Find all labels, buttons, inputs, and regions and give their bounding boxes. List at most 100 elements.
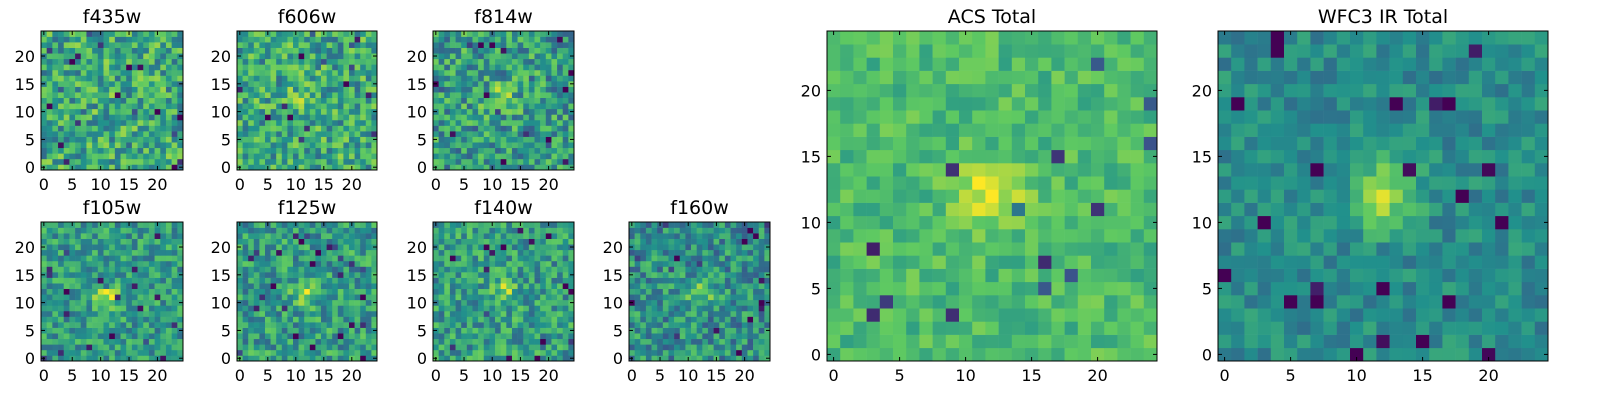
heatmap-cell [945,347,960,362]
heatmap-cell [679,238,686,245]
x-tick-label: 5 [263,366,273,385]
heatmap-cell [80,142,87,149]
heatmap-cell [97,58,104,65]
heatmap-cell [97,277,104,284]
heatmap-cell [668,272,675,278]
heatmap-cell [343,305,350,312]
heatmap-cell [985,215,999,230]
heatmap-cell [237,103,243,110]
heatmap-cell [557,97,564,104]
heatmap-cell [126,136,133,143]
heatmap-cell [1011,308,1026,322]
heatmap-cell [758,349,765,356]
heatmap-cell [506,283,513,290]
heatmap-cell [629,349,635,356]
heatmap-cell [259,222,266,228]
heatmap-cell [177,316,184,323]
heatmap-cell [360,238,367,245]
heatmap-cell [154,42,161,48]
heatmap-cell [165,227,172,234]
heatmap-cell [143,266,150,273]
heatmap-cell [309,310,316,317]
heatmap-cell [120,244,127,251]
heatmap-cell [63,244,70,251]
heatmap-cell [455,64,462,71]
heatmap-cell [959,215,973,230]
heatmap-cell [171,272,178,278]
heatmap-cell [97,97,104,104]
heatmap-cell [551,294,558,301]
heatmap-cell [137,92,144,99]
heatmap-cell [657,310,664,317]
heatmap-cell [764,288,771,295]
heatmap-cell [371,283,378,290]
heatmap-cell [120,355,127,362]
heatmap-cell [137,75,144,82]
heatmap-cell [545,288,552,295]
heatmap-cell [109,158,116,165]
heatmap-cell [478,81,485,87]
heatmap-cell [528,69,535,76]
heatmap-cell [321,322,327,328]
heatmap-cell [143,114,150,121]
heatmap-cell [103,58,110,65]
heatmap-cell [433,255,439,262]
heatmap-cell [109,142,116,149]
heatmap-cell [114,316,121,323]
heatmap-cell [242,233,249,239]
heatmap-cell [309,227,316,234]
heatmap-cell [365,75,372,82]
heatmap-cell [1011,255,1026,269]
heatmap-cell [354,103,361,110]
heatmap-cell [97,266,104,273]
heatmap-cell [545,42,552,48]
heatmap-cell [668,260,675,267]
heatmap-cell [840,334,854,349]
heatmap-cell [298,288,305,295]
heatmap-cell [523,327,530,334]
heatmap-cell [444,153,451,160]
heatmap-cell [160,92,167,99]
heatmap-cell [177,255,184,262]
heatmap-cell [171,81,178,87]
heatmap-cell [449,103,456,110]
heatmap-cell [500,97,507,104]
heatmap-cell [472,86,479,93]
heatmap-cell [753,355,760,362]
heatmap-cell [160,103,167,110]
heatmap-cell [495,333,501,340]
heatmap-cell [557,103,564,110]
heatmap-cell [365,305,372,312]
heatmap-cell [154,333,161,340]
heatmap-cell [562,310,569,317]
heatmap-cell [114,64,121,71]
heatmap-cell [148,288,155,295]
heatmap-cell [495,322,501,328]
heatmap-cell [293,249,299,256]
heatmap-cell [668,322,675,328]
heatmap-cell [126,277,133,284]
heatmap-cell [500,92,507,99]
heatmap-cell [893,229,907,243]
heatmap-cell [326,92,333,99]
heatmap-cell [545,272,552,278]
heatmap-cell [713,277,720,284]
heatmap-cell [165,260,172,267]
heatmap-cell [321,299,327,306]
heatmap-cell [46,153,53,160]
heatmap-cell [165,266,172,273]
heatmap-cell [326,75,333,82]
heatmap-cell [41,255,47,262]
heatmap-cell [489,266,496,273]
heatmap-cells [433,222,575,362]
heatmap-cell [114,305,121,312]
heatmap-cell [466,277,473,284]
heatmap-cell [114,81,121,87]
heatmap-cell [472,249,479,256]
heatmap-cell [315,255,322,262]
heatmap-cell [472,42,479,48]
heatmap-cell [517,283,524,290]
heatmap-cell [58,92,65,99]
heatmap-cell [466,42,473,48]
heatmap-cell [41,333,47,340]
